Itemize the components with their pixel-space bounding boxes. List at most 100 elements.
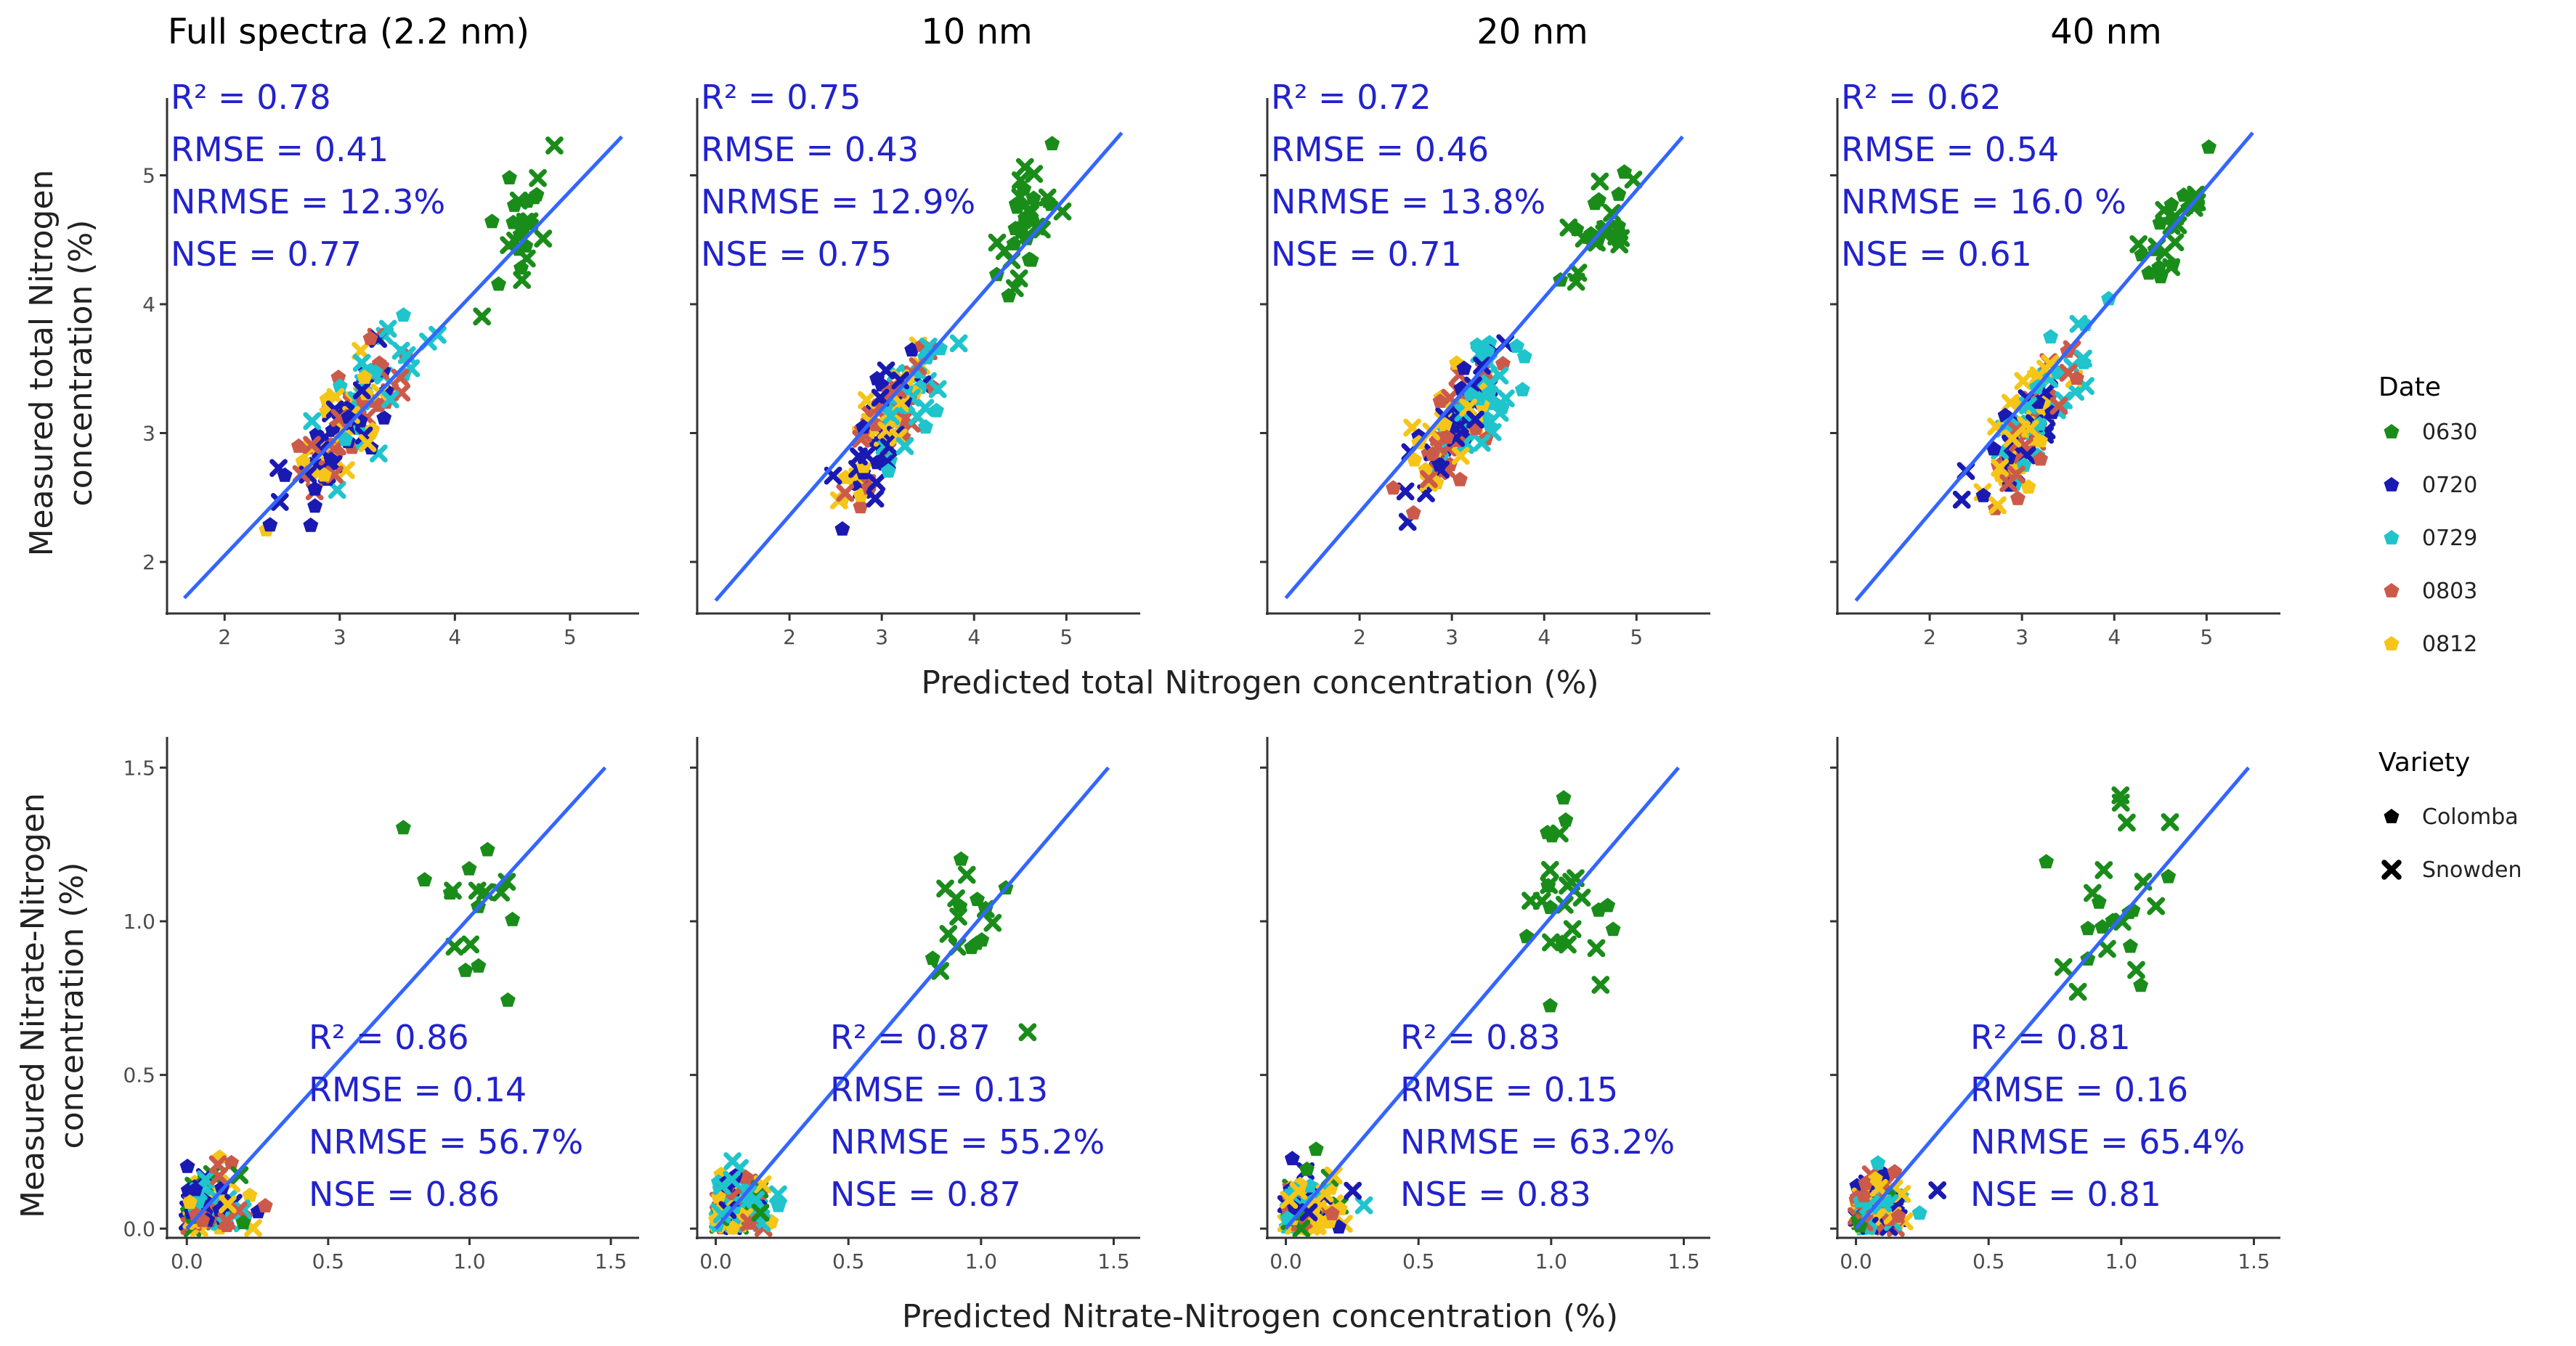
marker-stroke	[947, 889, 965, 907]
marker-stroke	[2036, 383, 2055, 402]
data-point	[461, 860, 477, 876]
data-point	[303, 517, 319, 532]
stat-label: NSE = 0.77	[171, 234, 362, 274]
data-point	[295, 453, 311, 468]
stat-label: R² = 0.62	[1841, 78, 2002, 117]
scatter-panel: 0.0 0.5 1.0 1.5 R² = 0.83 RMSE = 0.15 NRMSE = …	[1260, 737, 1710, 1273]
data-point	[233, 1202, 252, 1220]
marker-stroke	[210, 1167, 229, 1186]
data-point	[376, 409, 392, 425]
data-point	[182, 1194, 198, 1209]
marker-stroke	[995, 242, 1014, 261]
marker-stroke	[2161, 813, 2179, 831]
marker-stroke	[2381, 860, 2402, 880]
marker-stroke	[957, 865, 976, 884]
data-point	[1009, 269, 1028, 287]
x-tick-label: 4	[448, 625, 461, 649]
data-point	[188, 1207, 204, 1222]
data-point	[1575, 229, 1593, 248]
data-point	[516, 213, 535, 231]
marker-stroke	[928, 380, 947, 399]
data-point	[1420, 470, 1438, 489]
data-point	[1572, 888, 1591, 907]
data-point	[1354, 1196, 1373, 1215]
marker-stroke	[397, 346, 416, 364]
stat-label: RMSE = 0.54	[1841, 130, 2059, 169]
data-point	[1432, 393, 1448, 408]
data-point	[1611, 218, 1627, 233]
data-point	[852, 430, 871, 448]
y-tick-label: 0.0	[123, 1217, 155, 1241]
marker-stroke	[866, 489, 885, 508]
data-point	[1542, 933, 1560, 952]
data-point	[357, 369, 373, 384]
marker-stroke	[2127, 960, 2145, 979]
scatter-panel: 2 3 4 5 R² = 0.72 RMSE = 0.46 NRMSE = 13.8% NSE…	[1260, 78, 1710, 649]
data-point	[1544, 828, 1560, 843]
marker-stroke	[1588, 233, 1606, 252]
data-point	[2039, 854, 2055, 869]
data-point	[1419, 473, 1438, 492]
data-point	[931, 962, 950, 980]
x-axis-title-top: Predicted total Nitrogen concentration (…	[921, 664, 1598, 701]
data-point	[1543, 900, 1559, 914]
data-point	[484, 213, 500, 229]
data-point	[2069, 314, 2088, 333]
data-point	[2101, 290, 2116, 306]
marker-stroke	[2166, 233, 2185, 252]
marker-stroke	[518, 249, 536, 268]
x-tick-label: 5	[564, 625, 577, 649]
stat-label: NRMSE = 13.8%	[1271, 182, 1545, 221]
data-point	[869, 370, 885, 386]
data-point	[378, 319, 397, 338]
marker-stroke	[882, 407, 901, 425]
marker-stroke	[1420, 470, 1438, 489]
data-point	[1590, 172, 1609, 191]
marker-stroke	[516, 213, 535, 231]
marker-stroke	[196, 1170, 215, 1188]
x-tick-label: 3	[1445, 625, 1458, 649]
marker-stroke	[1472, 433, 1491, 452]
data-point	[1469, 337, 1485, 352]
data-point	[928, 380, 947, 399]
y-tick-label: 1.5	[123, 756, 155, 780]
marker-stroke	[1419, 473, 1438, 492]
marker-stroke	[753, 1175, 772, 1194]
x-tick-label: 2	[783, 625, 796, 649]
marker-stroke	[378, 319, 397, 338]
marker-stroke	[939, 925, 958, 943]
data-point	[1591, 976, 1610, 994]
data-point	[2054, 958, 2073, 976]
data-point	[1044, 136, 1060, 150]
x-tick-label: 1.5	[1097, 1249, 1130, 1273]
data-point	[2094, 919, 2110, 934]
column-title: 40 nm	[2050, 12, 2162, 52]
data-point	[520, 212, 539, 231]
marker-stroke	[852, 430, 871, 448]
marker-stroke	[1521, 892, 1540, 910]
data-point	[219, 1195, 237, 1214]
regression-line	[714, 131, 1124, 602]
legend-variety: Variety Colomba Snowden	[2378, 748, 2522, 883]
y-axis-title-line: Measured Nitrate-Nitrogen	[15, 793, 52, 1218]
data-point	[2118, 813, 2136, 832]
data-point	[2141, 265, 2157, 280]
x-tick-label: 4	[1537, 625, 1551, 649]
data-point	[1988, 496, 2007, 515]
x-tick-label: 0.0	[699, 1249, 732, 1273]
marker-stroke	[230, 1166, 249, 1185]
marker-stroke	[895, 437, 914, 455]
data-point	[1999, 474, 2018, 492]
data-point	[445, 937, 464, 956]
data-point	[1509, 338, 1525, 353]
data-point	[471, 958, 487, 973]
data-point	[1603, 203, 1621, 222]
data-point	[328, 481, 346, 499]
stat-label: NSE = 0.81	[1970, 1175, 2161, 1214]
data-point	[2043, 329, 2059, 344]
data-point	[1299, 1161, 1315, 1176]
data-point	[983, 913, 1002, 932]
data-point	[2003, 429, 2022, 448]
data-point	[1473, 356, 1491, 375]
x-tick-label: 1.0	[1535, 1249, 1568, 1273]
